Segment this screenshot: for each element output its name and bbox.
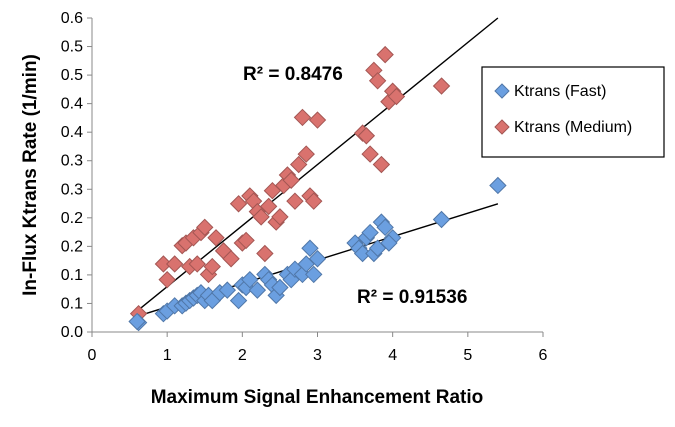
- point-ktrans-medium: [368, 72, 387, 90]
- point-ktrans-medium: [188, 255, 206, 273]
- point-ktrans-medium: [282, 171, 300, 189]
- r2-label-fast: R² = 0.91536: [357, 287, 467, 308]
- y-tick-label: 0.3: [61, 153, 83, 170]
- point-ktrans-medium: [305, 192, 323, 210]
- data-points: [128, 45, 507, 332]
- legend-box: [481, 66, 665, 158]
- y-tick-label: 0.6: [61, 10, 83, 27]
- x-tick-label: 1: [163, 347, 172, 364]
- y-axis-title: In-Flux Ktrans Rate (1/min): [20, 54, 41, 296]
- point-ktrans-medium: [252, 208, 270, 226]
- point-ktrans-fast: [301, 239, 319, 257]
- y-tick-label: 0.3: [61, 181, 83, 198]
- x-tick-label: 2: [238, 347, 247, 364]
- legend: Ktrans (Fast) Ktrans (Medium): [481, 66, 665, 158]
- y-tick-label: 0.1: [61, 267, 83, 284]
- x-ticks: 0 1 2 3 4 5 6: [88, 332, 548, 364]
- point-ktrans-fast: [361, 223, 379, 242]
- legend-label-ktrans-medium: Ktrans (Medium): [514, 119, 632, 136]
- y-tick-label: 0.4: [61, 124, 83, 141]
- point-ktrans-medium: [158, 270, 176, 289]
- x-axis-title: Maximum Signal Enhancement Ratio: [151, 387, 484, 408]
- point-ktrans-fast: [376, 218, 394, 237]
- y-tick-label: 0.1: [61, 295, 83, 312]
- point-ktrans-fast: [218, 281, 237, 299]
- y-tick-label: 0.2: [61, 238, 83, 255]
- x-tick-label: 4: [388, 347, 397, 364]
- legend-marker-ktrans-fast: [494, 83, 510, 99]
- point-ktrans-fast: [308, 250, 327, 268]
- point-ktrans-fast: [271, 278, 289, 297]
- y-ticks: 0.0 0.1 0.1 0.2 0.2 0.3 0.3 0.4 0.4 0.5 0.5 0.6: [61, 10, 92, 341]
- y-tick-label: 0.0: [61, 324, 83, 341]
- r2-label-medium: R² = 0.8476: [243, 64, 343, 85]
- y-tick-label: 0.2: [61, 210, 83, 227]
- point-ktrans-fast: [241, 270, 259, 289]
- point-ktrans-medium: [207, 229, 225, 247]
- point-ktrans-medium: [165, 255, 184, 273]
- legend-marker-ktrans-medium: [494, 119, 510, 135]
- point-ktrans-medium: [293, 108, 312, 127]
- point-ktrans-medium: [376, 45, 394, 64]
- x-tick-label: 0: [88, 347, 97, 364]
- point-ktrans-medium: [229, 195, 248, 213]
- point-ktrans-fast: [432, 210, 451, 229]
- point-ktrans-fast: [489, 176, 507, 195]
- x-tick-label: 3: [313, 347, 322, 364]
- point-ktrans-medium: [237, 231, 255, 250]
- point-ktrans-medium: [308, 111, 327, 129]
- point-ktrans-medium: [256, 244, 274, 263]
- y-tick-label: 0.4: [61, 96, 83, 113]
- point-ktrans-fast: [305, 265, 323, 284]
- point-ktrans-medium: [387, 87, 406, 106]
- y-tick-label: 0.5: [61, 39, 83, 56]
- point-ktrans-medium: [297, 145, 315, 163]
- point-ktrans-medium: [361, 145, 379, 163]
- point-ktrans-medium: [271, 208, 289, 226]
- point-ktrans-fast: [229, 291, 248, 310]
- point-ktrans-medium: [290, 155, 308, 174]
- legend-label-ktrans-fast: Ktrans (Fast): [514, 83, 606, 100]
- point-ktrans-fast: [128, 312, 146, 331]
- point-ktrans-fast: [248, 281, 267, 299]
- point-ktrans-medium: [203, 257, 221, 276]
- point-ktrans-medium: [222, 250, 240, 268]
- point-ktrans-medium: [432, 77, 451, 95]
- point-ktrans-medium: [259, 197, 278, 216]
- x-tick-label: 6: [539, 347, 548, 364]
- point-ktrans-medium: [196, 218, 214, 237]
- point-ktrans-medium: [372, 155, 391, 174]
- x-tick-label: 5: [463, 347, 472, 364]
- point-ktrans-medium: [286, 192, 304, 210]
- point-ktrans-medium: [357, 127, 376, 145]
- y-tick-label: 0.5: [61, 67, 83, 84]
- point-ktrans-fast: [380, 234, 398, 252]
